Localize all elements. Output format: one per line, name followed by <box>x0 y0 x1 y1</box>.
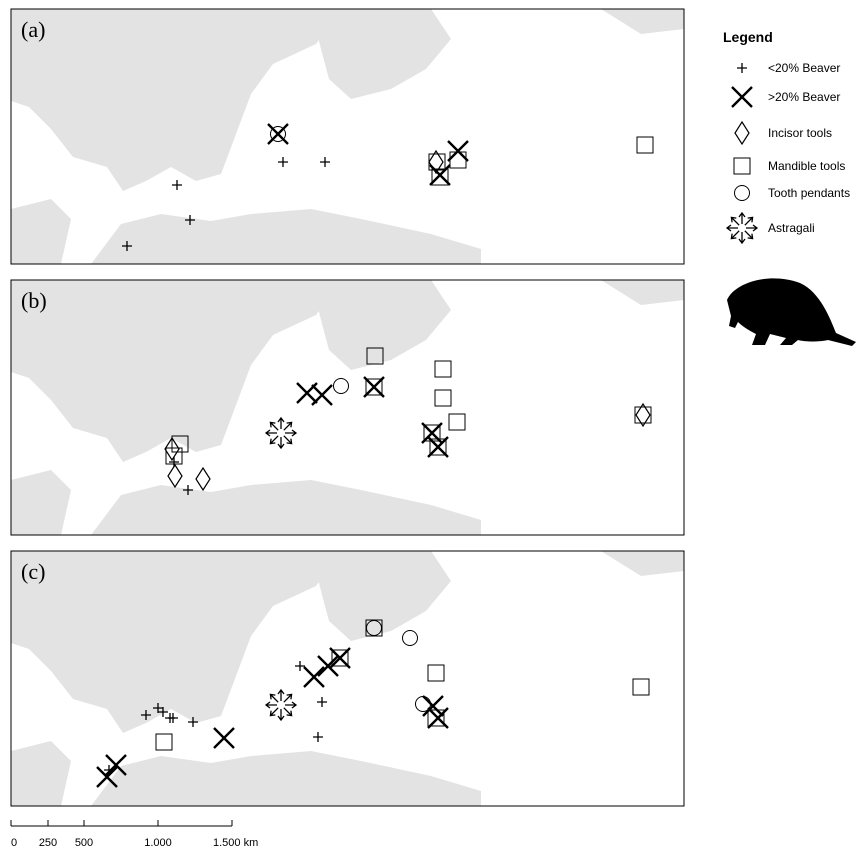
circle-marker <box>403 631 418 646</box>
square-marker <box>435 390 451 406</box>
square-marker <box>637 137 653 153</box>
x-marker <box>330 648 350 668</box>
x-marker <box>304 667 324 687</box>
legend-item: <20% Beaver <box>737 61 840 75</box>
legend-label: Mandible tools <box>768 159 845 173</box>
legend-label: Astragali <box>768 221 815 235</box>
x-marker <box>448 141 468 161</box>
land <box>11 280 684 535</box>
x-marker <box>214 728 234 748</box>
circle-marker <box>334 379 349 394</box>
diamond-marker <box>196 468 210 490</box>
square-marker <box>635 407 651 423</box>
panel-label: (a) <box>21 17 45 42</box>
scale-label: 1.000 <box>144 837 172 849</box>
square-marker <box>633 679 649 695</box>
circle-marker <box>735 186 750 201</box>
plus-marker <box>313 732 323 742</box>
square-marker <box>428 710 444 726</box>
land-shape <box>11 9 684 264</box>
scale-bar <box>11 820 232 826</box>
diamond-marker <box>735 122 749 144</box>
astragali-marker <box>266 690 296 720</box>
map-panel: (b) <box>11 280 684 535</box>
plus-marker <box>317 697 327 707</box>
square-marker <box>734 158 750 174</box>
square-marker <box>156 734 172 750</box>
land-shape <box>11 280 684 535</box>
legend-label: Tooth pendants <box>768 186 850 200</box>
plus-marker <box>320 157 330 167</box>
scale-label: 250 <box>39 837 57 849</box>
plus-marker <box>278 157 288 167</box>
legend-item: Incisor tools <box>735 122 832 144</box>
scale-label: 0 <box>11 837 17 849</box>
square-marker <box>435 361 451 377</box>
x-marker <box>364 377 384 397</box>
astragali-marker <box>266 418 296 448</box>
legend-label: Incisor tools <box>768 126 832 140</box>
astragali-marker <box>727 213 757 243</box>
beaver-silhouette <box>727 278 856 346</box>
square-marker <box>428 665 444 681</box>
scale-label: 500 <box>75 837 93 849</box>
plus-marker <box>295 661 305 671</box>
map-panel: (a) <box>11 9 684 264</box>
diamond-marker <box>168 465 182 487</box>
land <box>11 9 684 264</box>
panel-label: (c) <box>21 559 45 584</box>
panel-label: (b) <box>21 288 47 313</box>
legend-label: >20% Beaver <box>768 90 840 104</box>
legend-title: Legend <box>723 29 773 45</box>
square-marker <box>450 152 466 168</box>
x-marker <box>312 385 332 405</box>
square-marker <box>449 414 465 430</box>
x-marker <box>732 87 752 107</box>
legend-item: Astragali <box>727 213 815 243</box>
figure: (a) (b) (c) Legend <20% Beaver >20% Beaver I… <box>0 0 862 852</box>
plus-marker <box>172 180 182 190</box>
legend-item: >20% Beaver <box>732 87 840 107</box>
legend-item: Tooth pendants <box>735 186 851 201</box>
legend-item: Mandible tools <box>734 158 845 174</box>
plus-marker <box>737 63 747 73</box>
scale-label: 1.500 km <box>213 837 258 849</box>
legend-label: <20% Beaver <box>768 61 840 75</box>
plus-marker <box>104 765 114 775</box>
